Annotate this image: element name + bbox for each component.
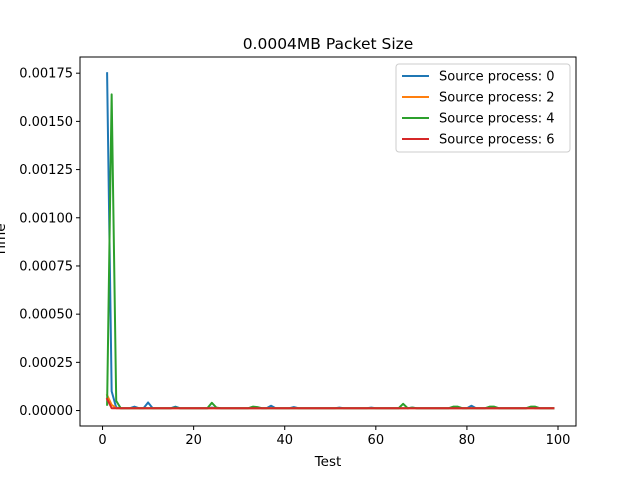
axis-ticks: 0 20 40 60 80 100 0.00000 0.00025 0.00050 0.00075… xyxy=(19,67,570,448)
x-tick-label: 80 xyxy=(459,433,476,448)
x-tick-label: 60 xyxy=(368,433,385,448)
x-tick-label: 0 xyxy=(98,433,106,448)
legend-box xyxy=(395,63,571,153)
legend-label: Source process: 4 xyxy=(439,112,555,127)
plot-frame xyxy=(79,56,577,427)
legend-label: Source process: 2 xyxy=(439,91,555,106)
y-tick-label: 0.00150 xyxy=(19,115,73,130)
legend: Source process: 0 Source process: 2 Source… xyxy=(395,63,571,153)
y-tick-label: 0.00000 xyxy=(19,404,73,419)
chart-title: 0.0004MB Packet Size xyxy=(243,35,414,53)
x-tick-label: 40 xyxy=(276,433,293,448)
series-line-3 xyxy=(105,397,555,410)
y-axis-label: Time xyxy=(0,223,9,257)
x-tick-label: 20 xyxy=(185,433,202,448)
legend-label: Source process: 0 xyxy=(439,70,555,85)
legend-label: Source process: 6 xyxy=(439,133,555,148)
y-tick-label: 0.00175 xyxy=(19,67,73,82)
series-lines xyxy=(105,72,555,410)
x-axis-label: Test xyxy=(314,454,342,470)
y-tick-label: 0.00075 xyxy=(19,259,73,274)
y-tick-label: 0.00025 xyxy=(19,356,73,371)
y-tick-label: 0.00050 xyxy=(19,308,73,323)
y-tick-label: 0.00125 xyxy=(19,163,73,178)
x-tick-label: 100 xyxy=(546,433,571,448)
y-tick-label: 0.00100 xyxy=(19,211,73,226)
